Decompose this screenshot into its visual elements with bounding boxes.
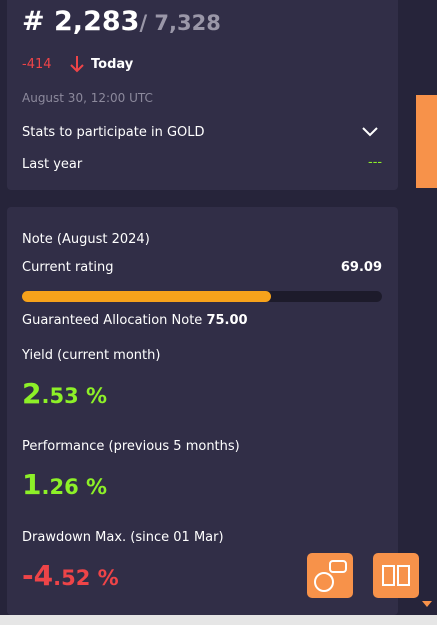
metric-whole: -4 xyxy=(22,559,54,592)
chat-button[interactable] xyxy=(307,553,353,598)
rank-position: # 2,283/ 7,328 xyxy=(22,6,221,37)
rank-total: / 7,328 xyxy=(139,11,221,35)
note-card: Note (August 2024) Current rating 69.09 … xyxy=(7,207,398,615)
chevron[interactable] xyxy=(361,126,379,138)
stats-dropdown[interactable]: Stats to participate in GOLD xyxy=(22,125,205,140)
scroll-down[interactable] xyxy=(421,600,433,608)
rating-bar xyxy=(22,291,271,302)
metric-fraction: .52 % xyxy=(53,566,119,590)
scrollbar-thumb[interactable] xyxy=(416,95,437,188)
book-button[interactable] xyxy=(373,553,419,598)
metric-label: Performance (previous 5 months) xyxy=(22,439,240,454)
metric-fraction: .26 % xyxy=(41,475,108,499)
metric-value: 2.53 % xyxy=(22,377,107,410)
rating-value: 69.09 xyxy=(340,260,382,275)
metric-label: Drawdown Max. (since 01 Mar) xyxy=(22,530,224,545)
down-arrow xyxy=(70,56,84,73)
period: Today xyxy=(91,57,134,72)
bottom-bar xyxy=(0,615,437,625)
metric-label: Yield (current month) xyxy=(22,348,161,363)
metric-fraction: .53 % xyxy=(41,384,108,408)
guaranteed-label: Guaranteed Allocation Note xyxy=(22,313,203,328)
note-title: Note (August 2024) xyxy=(22,232,150,247)
guaranteed-value: 75.00 xyxy=(206,313,248,328)
metric-whole: 1 xyxy=(22,468,42,501)
metric-value: -4.52 % xyxy=(22,559,119,592)
last-year-label: Last year xyxy=(22,157,83,172)
metric-value: 1.26 % xyxy=(22,468,107,501)
rank-position-text: # 2,283 xyxy=(22,6,140,37)
last-year-value: --- xyxy=(368,155,383,170)
rank-change: -414 xyxy=(22,57,52,72)
rating-label: Current rating xyxy=(22,260,114,275)
timestamp: August 30, 12:00 UTC xyxy=(22,91,153,105)
guaranteed: Guaranteed Allocation Note 75.00 xyxy=(22,313,248,328)
rank-card: # 2,283/ 7,328 -414 Today August 30, 12:… xyxy=(7,0,398,190)
rating-track xyxy=(22,291,382,302)
metric-whole: 2 xyxy=(22,377,42,410)
